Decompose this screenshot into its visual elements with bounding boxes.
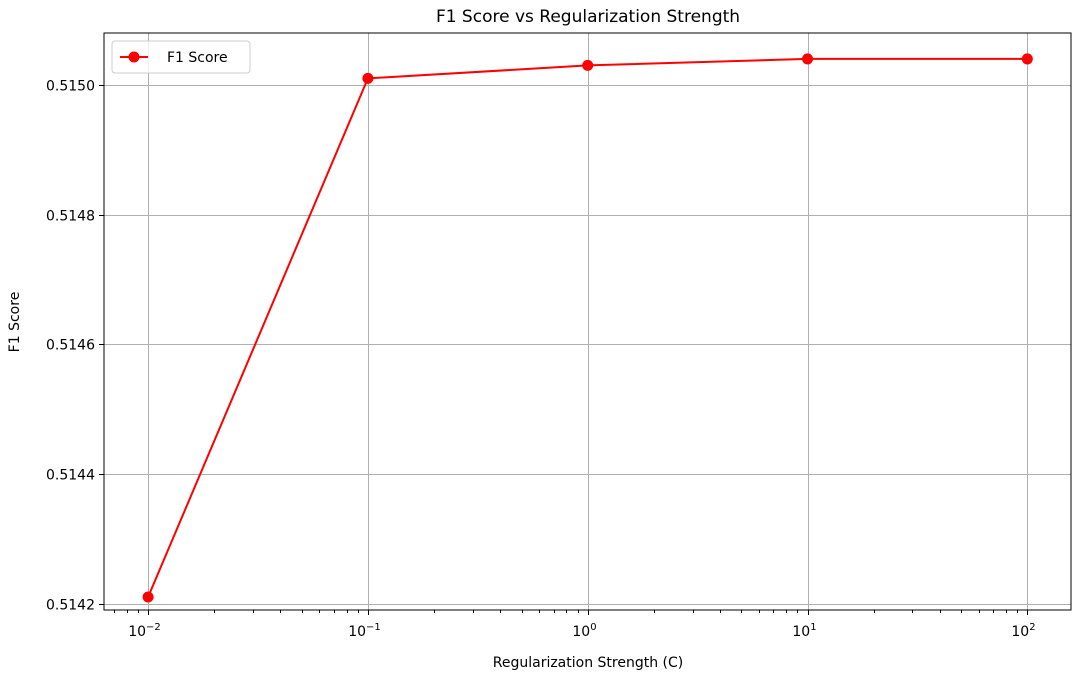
- legend: F1 Score: [111, 40, 251, 74]
- data-point: [582, 59, 594, 71]
- legend-box: [111, 40, 251, 74]
- x-tick-label: 10−1: [348, 622, 381, 640]
- x-axis-label: Regularization Strength (C): [493, 655, 684, 671]
- grid: [104, 33, 1071, 610]
- y-axis-label: F1 Score: [7, 292, 23, 353]
- x-tick-label: 101: [792, 622, 816, 640]
- x-tick-label: 10−2: [128, 622, 161, 640]
- data-point: [802, 53, 814, 65]
- y-tick-label: 0.5142: [46, 598, 95, 614]
- series-line: [147, 57, 1028, 598]
- legend-series-label: F1 Score: [167, 50, 228, 66]
- chart-title: F1 Score vs Regularization Strength: [436, 7, 740, 27]
- data-point: [362, 72, 374, 84]
- y-tick-label: 0.5148: [46, 209, 95, 225]
- y-tick-label: 0.5150: [46, 79, 95, 95]
- x-tick-label: 102: [1011, 622, 1035, 640]
- y-tick-label: 0.5146: [46, 338, 95, 354]
- y-tick-label: 0.5144: [46, 468, 95, 484]
- data-point: [142, 591, 154, 603]
- plot-frame: [103, 32, 1072, 611]
- x-tick-label: 100: [572, 622, 596, 640]
- series-layer: [142, 53, 1033, 603]
- data-point: [1021, 53, 1033, 65]
- legend-series-marker: [128, 51, 140, 63]
- axis-ticks: 0.5142 0.5144 0.5146 0.5148 0.5150 10−2 10−1 10…: [46, 79, 1036, 641]
